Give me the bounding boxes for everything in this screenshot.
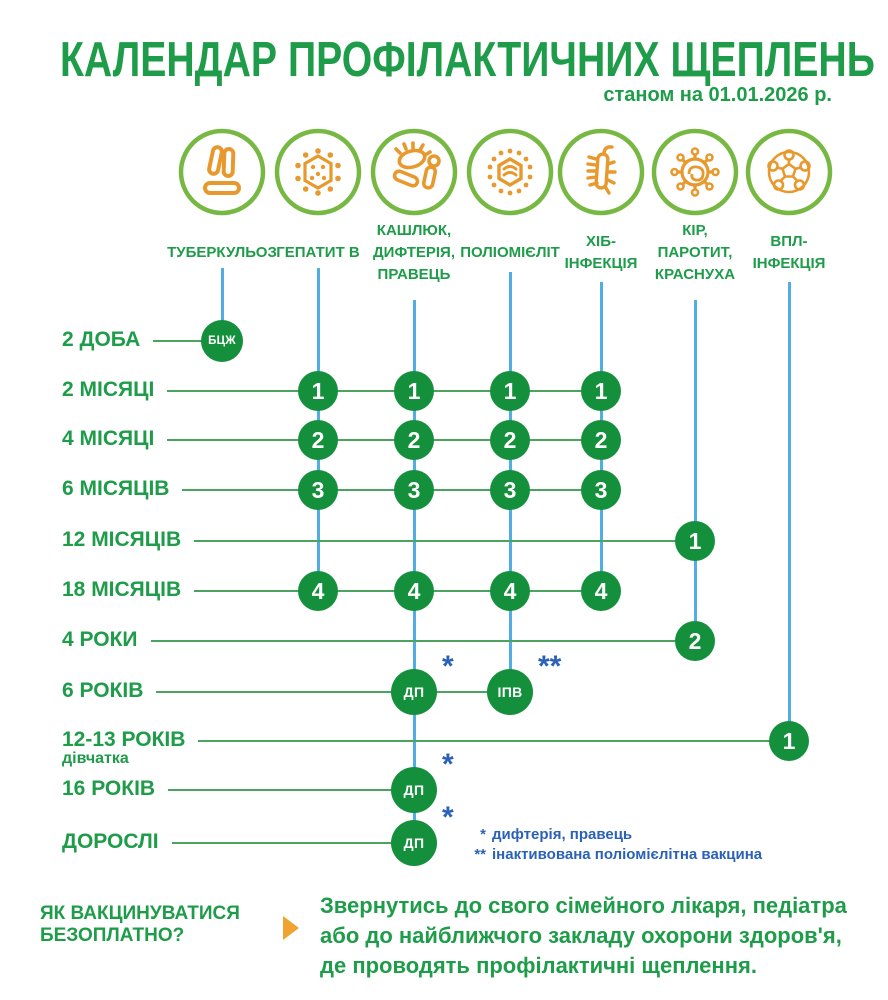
disease-label-measles-mumps-rubella: КІР, ПАРОТИТ, КРАСНУХА (654, 222, 736, 283)
age-row-line (182, 489, 601, 491)
dose-badge-polio: 3 (490, 470, 530, 510)
disease-label-hib: ХІБ- ІНФЕКЦІЯ (564, 233, 638, 272)
disease-label-hepatitis-b: ГЕПАТИТ В (276, 244, 360, 262)
disease-label-tuberculosis: ТУБЕРКУЛЬОЗ (167, 244, 277, 262)
hib-bacteria-icon (556, 127, 646, 222)
age-row-label: 18 МІСЯЦІВ (62, 578, 182, 602)
footnotes: * дифтерія, правець ** інактивована поліомі… (462, 826, 762, 866)
dose-badge-hib: 3 (581, 470, 621, 510)
age-row-label: 2 ДОБА (62, 328, 141, 352)
dose-badge-tuberculosis: БЦЖ (201, 320, 243, 362)
footnote-marker: ** (474, 846, 486, 863)
dose-badge-polio: ІПВ (487, 669, 533, 715)
footnote-asterisk: * (442, 801, 454, 834)
cta-question-line: ЯК ВАКЦИНУВАТИСЯ (40, 903, 240, 924)
age-row-line (153, 340, 222, 342)
footnote-asterisk: * (442, 650, 454, 683)
dose-badge-pertussis-diphtheria-tetanus: ДП (391, 767, 437, 813)
dose-badge-hib: 4 (581, 571, 621, 611)
disease-label-hpv: ВПЛ- ІНФЕКЦІЯ (752, 233, 826, 272)
age-row-label: 16 РОКІВ (62, 777, 156, 801)
footnote-asterisk: ** (538, 650, 562, 683)
measles-virus-icon (650, 127, 740, 222)
disease-label-polio: ПОЛІОМІЄЛІТ (460, 244, 560, 262)
cta-question: ЯК ВАКЦИНУВАТИСЯ БЕЗОПЛАТНО? (40, 903, 240, 947)
footnote-text: інактивована поліомієлітна вакцина (492, 846, 763, 863)
dose-badge-hepatitis-b: 3 (298, 470, 338, 510)
dose-badge-polio: 2 (490, 420, 530, 460)
cta-answer: Звернутись до свого сімейного лікаря, пе… (320, 893, 847, 978)
age-row-line (156, 691, 510, 693)
age-row-label: 12 МІСЯЦІВ (62, 528, 182, 552)
polio-virus-icon (465, 127, 555, 222)
dose-badge-measles-mumps-rubella: 2 (675, 621, 715, 661)
footnote-asterisk: * (442, 748, 454, 781)
dose-badge-hepatitis-b: 1 (298, 371, 338, 411)
dose-badge-polio: 1 (490, 371, 530, 411)
dose-badge-pertussis-diphtheria-tetanus: 3 (394, 470, 434, 510)
page-title: КАЛЕНДАР ПРОФІЛАКТИЧНИХ ЩЕПЛЕНЬ (60, 33, 875, 87)
timeline-line-tuberculosis (220, 268, 224, 341)
disease-label-pertussis-diphtheria-tetanus: КАШЛЮК, ДИФТЕРІЯ, ПРАВЕЦЬ (373, 222, 455, 283)
dose-badge-hpv: 1 (769, 721, 809, 761)
age-row-label: 4 МІСЯЦІ (62, 427, 155, 451)
age-row-label: 12-13 РОКІВ (62, 728, 186, 752)
age-row-sublabel: дівчатка (62, 750, 129, 767)
pertussis-bacteria-icon (369, 127, 459, 222)
age-row-line (194, 540, 695, 542)
dose-badge-polio: 4 (490, 571, 530, 611)
tuberculosis-bacteria-icon (177, 127, 267, 222)
dose-badge-measles-mumps-rubella: 1 (675, 521, 715, 561)
dose-badge-pertussis-diphtheria-tetanus: 2 (394, 420, 434, 460)
dose-badge-hepatitis-b: 2 (298, 420, 338, 460)
hepatitis-b-virus-icon (273, 127, 363, 222)
age-row-label: ДОРОСЛІ (62, 830, 159, 854)
footnote-marker: * (480, 826, 486, 843)
date-note: станом на 01.01.2026 р. (603, 84, 832, 106)
footnote-text: дифтерія, правець (492, 826, 633, 843)
age-row-line (168, 789, 414, 791)
age-row-label: 4 РОКИ (62, 628, 138, 652)
footnote-item: * дифтерія, правець (462, 826, 762, 843)
age-row-label: 2 МІСЯЦІ (62, 378, 155, 402)
timeline-line-measles-mumps-rubella (693, 300, 697, 641)
hpv-virus-icon (744, 127, 834, 222)
age-row-label: 6 РОКІВ (62, 679, 144, 703)
age-row-line (167, 390, 601, 392)
timeline-line-hpv (787, 282, 791, 741)
cta-question-line: БЕЗОПЛАТНО? (40, 925, 185, 946)
dose-badge-pertussis-diphtheria-tetanus: ДП (391, 669, 437, 715)
dose-badge-hepatitis-b: 4 (298, 571, 338, 611)
age-row-line (172, 842, 414, 844)
age-row-line (167, 439, 601, 441)
dose-badge-hib: 1 (581, 371, 621, 411)
footnote-item: ** інактивована поліомієлітна вакцина (462, 846, 762, 863)
arrow-right-icon (283, 916, 299, 940)
dose-badge-pertussis-diphtheria-tetanus: 1 (394, 371, 434, 411)
dose-badge-pertussis-diphtheria-tetanus: 4 (394, 571, 434, 611)
dose-badge-hib: 2 (581, 420, 621, 460)
age-row-label: 6 МІСЯЦІВ (62, 477, 170, 501)
dose-badge-pertussis-diphtheria-tetanus: ДП (391, 820, 437, 866)
age-row-line (151, 640, 695, 642)
age-row-line (198, 740, 789, 742)
